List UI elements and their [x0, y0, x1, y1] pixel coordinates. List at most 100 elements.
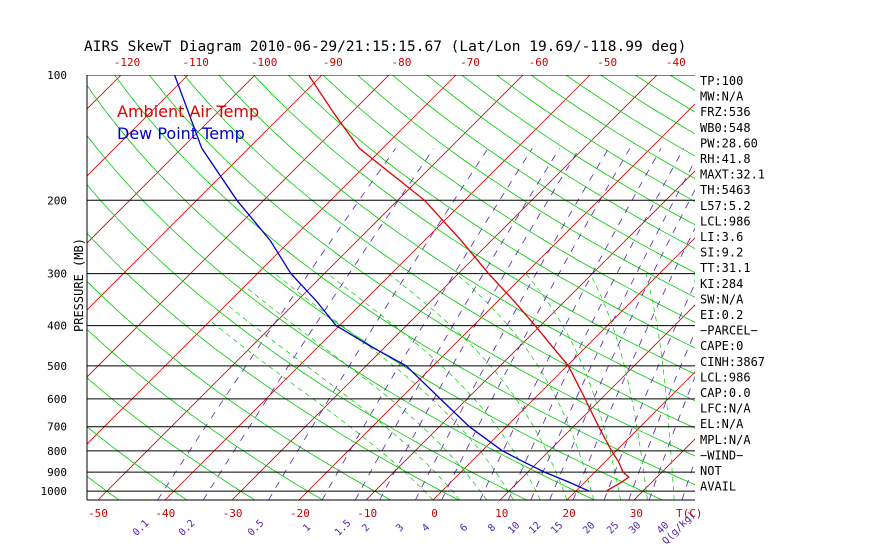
- bottom-temp-unit: T(C): [676, 507, 703, 520]
- index-text: EI:0.2: [700, 308, 743, 322]
- pressure-label: 700: [47, 421, 67, 434]
- index-text: LI:3.6: [700, 230, 743, 244]
- top-temp-ticks: -120 -110 -100 -90 -80 -70 -60 -50 -40: [114, 56, 686, 69]
- bottom-temp-label: 30: [630, 507, 643, 520]
- index-text: CAPE:0: [700, 339, 743, 353]
- index-text: WB0:548: [700, 121, 751, 135]
- index-text: SI:9.2: [700, 246, 743, 260]
- legend-ambient-air-temp: Ambient Air Temp: [117, 102, 259, 121]
- dry-adiabat-lines: [87, 75, 695, 500]
- dry-adiabat-line: [183, 75, 695, 429]
- chart-title: AIRS SkewT Diagram 2010-06-29/21:15:15.6…: [84, 39, 686, 55]
- dewpoint-temp-line: [173, 75, 590, 492]
- pressure-label: 200: [47, 194, 67, 207]
- mixing-ratio-line: [549, 188, 695, 500]
- pressure-label: 900: [47, 466, 67, 479]
- bottom-temp-label: -10: [357, 507, 377, 520]
- index-text: NOT: [700, 464, 722, 478]
- mixing-ratio-label: 20: [581, 520, 597, 536]
- mixing-ratio-label: 8: [486, 522, 498, 534]
- mixing-ratio-label: 25: [605, 520, 621, 536]
- pressure-label: 100: [47, 69, 67, 82]
- moist-adiabat-line: [228, 306, 461, 500]
- bottom-temp-label: -50: [88, 507, 108, 520]
- legend-dew-point-temp: Dew Point Temp: [117, 124, 245, 143]
- pressure-label: 500: [47, 360, 67, 373]
- ambient-temp-line: [308, 75, 630, 492]
- mixing-ratio-label: 0.2: [177, 518, 198, 539]
- mixing-ratio-label: 10: [506, 520, 522, 536]
- isotherm-line: [87, 75, 390, 378]
- isotherm-line: [97, 75, 524, 500]
- index-text: LCL:986: [700, 214, 751, 228]
- pressure-tick-labels: 100 200 300 400 500 600 700 800 900 1000: [41, 69, 68, 498]
- index-text: MPL:N/A: [700, 433, 751, 447]
- dry-adiabat-line: [287, 75, 695, 349]
- isotherm-line: [87, 75, 323, 311]
- mixing-ratio-label: 6: [458, 522, 470, 534]
- isotherm-line: [566, 371, 695, 500]
- pressure-label: 600: [47, 393, 67, 406]
- moist-adiabat-line: [525, 273, 621, 500]
- moist-adiabat-line: [645, 273, 675, 500]
- index-text: CAP:0.0: [700, 386, 751, 400]
- top-temp-label: -50: [597, 56, 617, 69]
- pressure-label: 1000: [41, 485, 68, 498]
- isotherm-line: [164, 75, 591, 500]
- dry-adiabat-line: [253, 75, 695, 375]
- dry-adiabat-line: [87, 426, 188, 500]
- mixing-ratio-label: 0.5: [246, 518, 267, 539]
- moist-adiabat-line: [210, 320, 434, 500]
- y-axis-label: PRESSURE (MB): [72, 238, 86, 332]
- index-text: −PARCEL−: [700, 324, 758, 338]
- index-text: PW:28.60: [700, 136, 758, 150]
- dry-adiabat-line: [218, 75, 695, 402]
- dry-adiabat-line: [496, 75, 695, 202]
- index-text: EL:N/A: [700, 417, 744, 431]
- top-temp-label: -60: [529, 56, 549, 69]
- dry-adiabat-line: [392, 75, 695, 274]
- dry-adiabat-line: [357, 75, 695, 298]
- isotherm-line: [768, 75, 870, 500]
- mixing-ratio-labels: 0.1 0.2 0.5 1 1.5 2 3 4 6 8 10 12 15 20 25 30 40Q(g/kg): [131, 509, 698, 547]
- index-text: TP:100: [700, 74, 743, 88]
- bottom-temp-label: 10: [495, 507, 508, 520]
- top-temp-label: -110: [182, 56, 209, 69]
- moist-adiabat-line: [274, 273, 514, 500]
- index-text: AVAIL: [700, 480, 736, 494]
- pressure-label: 800: [47, 445, 67, 458]
- isotherm-lines: [0, 75, 870, 500]
- top-temp-label: -120: [114, 56, 141, 69]
- moist-adiabat-line: [327, 273, 541, 500]
- mixing-ratio-label: 12: [527, 520, 543, 536]
- mixing-ratio-label: 1.5: [333, 518, 354, 539]
- bottom-temp-label: -40: [155, 507, 175, 520]
- bottom-temp-label: -20: [290, 507, 310, 520]
- mixing-ratio-label: 15: [549, 520, 565, 536]
- index-text: MW:N/A: [700, 90, 744, 104]
- mixing-ratio-label: 0.1: [131, 518, 152, 539]
- mixing-ratio-line: [157, 148, 396, 500]
- mixing-ratio-label: 4: [420, 522, 432, 534]
- dry-adiabat-line: [114, 75, 695, 486]
- bottom-temp-label: 20: [562, 507, 575, 520]
- mixing-ratio-line: [479, 148, 662, 500]
- isobar-lines: [87, 75, 695, 492]
- mixing-ratio-line: [441, 148, 631, 500]
- isotherm-line: [0, 75, 54, 500]
- top-temp-label: -40: [666, 56, 686, 69]
- dry-adiabat-line: [87, 475, 120, 500]
- dry-adiabat-line: [87, 377, 256, 500]
- dry-adiabat-line: [426, 75, 695, 249]
- index-text: RH:41.8: [700, 152, 751, 166]
- dry-adiabat-line: [87, 84, 663, 500]
- top-temp-label: -80: [391, 56, 411, 69]
- dry-adiabat-line: [87, 135, 595, 500]
- isotherm-line: [499, 304, 695, 500]
- isotherm-line: [432, 237, 695, 500]
- index-text: FRZ:536: [700, 105, 751, 119]
- dry-adiabat-line: [148, 75, 695, 457]
- mixing-ratio-line: [321, 148, 533, 500]
